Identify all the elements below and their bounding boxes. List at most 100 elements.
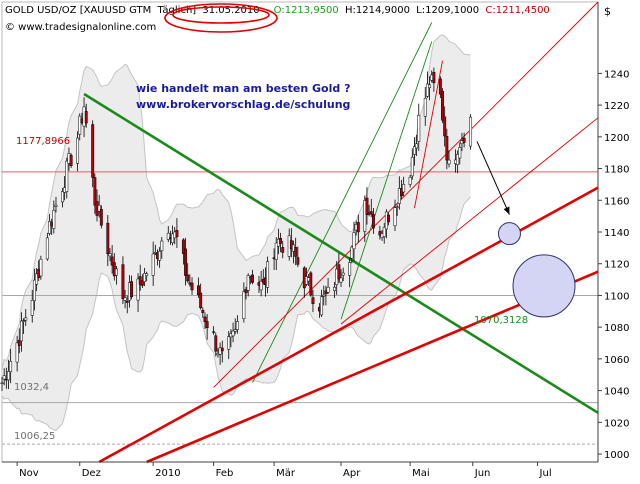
candle-body <box>93 177 97 206</box>
candle-body <box>365 197 369 216</box>
candle-body <box>9 361 13 373</box>
candle-body <box>54 204 58 207</box>
candle-body <box>151 253 155 276</box>
y-tick-label: 1060 <box>604 355 629 366</box>
y-tick-label: 1100 <box>604 291 629 302</box>
candle-body <box>45 237 49 260</box>
y-tick-label: 1220 <box>604 101 629 112</box>
candle-body <box>341 272 345 276</box>
candle-body <box>402 184 406 193</box>
candle-body <box>363 200 367 232</box>
candle-body <box>408 176 412 185</box>
x-tick-label: Mai <box>412 468 430 479</box>
candle-body <box>138 276 142 285</box>
date-label: 31.05.2010 <box>202 5 259 16</box>
upper-band <box>1 34 471 371</box>
green-trend-line <box>252 22 433 383</box>
candle-body <box>199 292 203 309</box>
candle-body <box>197 285 200 295</box>
source-label: © www.tradesignalonline.com <box>5 22 156 33</box>
candle-body <box>469 116 473 147</box>
candle-body <box>158 251 162 261</box>
candle-body <box>348 262 352 276</box>
candle-body <box>114 268 118 276</box>
candle-body <box>52 210 56 229</box>
candle-body <box>203 316 207 323</box>
candle-body <box>166 232 170 240</box>
x-tick-label: Dez <box>82 468 101 479</box>
candle-body <box>19 320 23 342</box>
candle-body <box>445 136 449 161</box>
annotation-line-2[interactable]: www.brokervorschlag.de/schulung <box>136 98 350 111</box>
candle-body <box>181 239 185 254</box>
candle-body <box>441 90 444 121</box>
date-highlight-ring-outer <box>164 3 278 33</box>
x-tick-label: Jun <box>474 468 491 479</box>
candle-body <box>2 375 6 380</box>
candle-body <box>333 286 337 292</box>
candle-body <box>123 297 127 301</box>
candle-body <box>125 300 129 303</box>
green-trend-line <box>83 92 599 414</box>
candle-body <box>7 371 10 381</box>
candle-body <box>339 277 343 283</box>
candle-body <box>296 257 300 265</box>
candle-body <box>279 238 283 244</box>
x-axis: Nov Dez 2010 Feb Mär Apr Mai Jun Jul <box>16 462 552 479</box>
candle-body <box>108 253 112 257</box>
trend-lines <box>83 1 599 464</box>
support-level-label-b: 1006,25 <box>14 431 55 442</box>
candle-body <box>145 273 149 277</box>
candle-body <box>97 205 101 212</box>
candle-body <box>281 247 285 253</box>
red-trend-line <box>340 117 599 325</box>
horizontal-levels <box>2 171 598 445</box>
annotation-line-1: wie handelt man am besten Gold ? <box>136 82 350 95</box>
y-tick-label: 1120 <box>604 260 629 271</box>
candle-body <box>458 147 462 159</box>
candle-body <box>369 211 373 215</box>
resistance-level-label: 1177,8966 <box>16 136 70 147</box>
candle-body <box>352 232 356 250</box>
target-circle <box>512 254 576 318</box>
candle-body <box>24 317 28 321</box>
downtrend-cross-label: 1070,3128 <box>474 315 528 326</box>
x-tick-label: Mär <box>276 468 296 479</box>
candle-body <box>233 329 237 332</box>
candle-body <box>143 273 146 283</box>
candle-body <box>438 78 442 95</box>
open-value: O:1213,9500 <box>274 5 339 16</box>
candle-body <box>175 230 179 237</box>
chart-header: GOLD USD/OZ [XAUUSD GTM Täglich] 31.05.2… <box>5 3 550 33</box>
low-value: L:1209,1000 <box>416 5 479 16</box>
candle-body <box>415 143 419 149</box>
date-highlight-ring <box>172 6 270 24</box>
candle-body <box>417 115 421 142</box>
candle-body <box>447 159 451 165</box>
candle-body <box>130 281 134 297</box>
candle-body <box>212 331 216 333</box>
candle-body <box>235 321 239 330</box>
candle-body <box>371 214 375 229</box>
svg-text:GOLD USD/OZ [XAUUSD GTM: GOLD USD/OZ [XAUUSD GTM Täglich] 31.05.2… <box>5 5 550 16</box>
candle-body <box>423 98 427 117</box>
candle-body <box>220 347 224 352</box>
candle-body <box>326 286 330 293</box>
support-level-label-a: 1032,4 <box>14 382 49 393</box>
candle-body <box>35 273 39 285</box>
projection-overlay <box>476 141 576 318</box>
band-fill <box>2 34 471 431</box>
candle-body <box>246 275 250 291</box>
candle-body <box>48 221 51 234</box>
y-tick-label: 1200 <box>604 133 629 144</box>
candle-body <box>395 206 399 208</box>
red-trend-line <box>213 1 599 388</box>
candle-body <box>311 297 315 304</box>
green-trend-line <box>340 41 433 320</box>
candle-body <box>456 154 460 165</box>
close-value: C:1211,4500 <box>485 5 549 16</box>
y-tick-label: 1080 <box>604 323 629 334</box>
candle-body <box>205 321 209 328</box>
